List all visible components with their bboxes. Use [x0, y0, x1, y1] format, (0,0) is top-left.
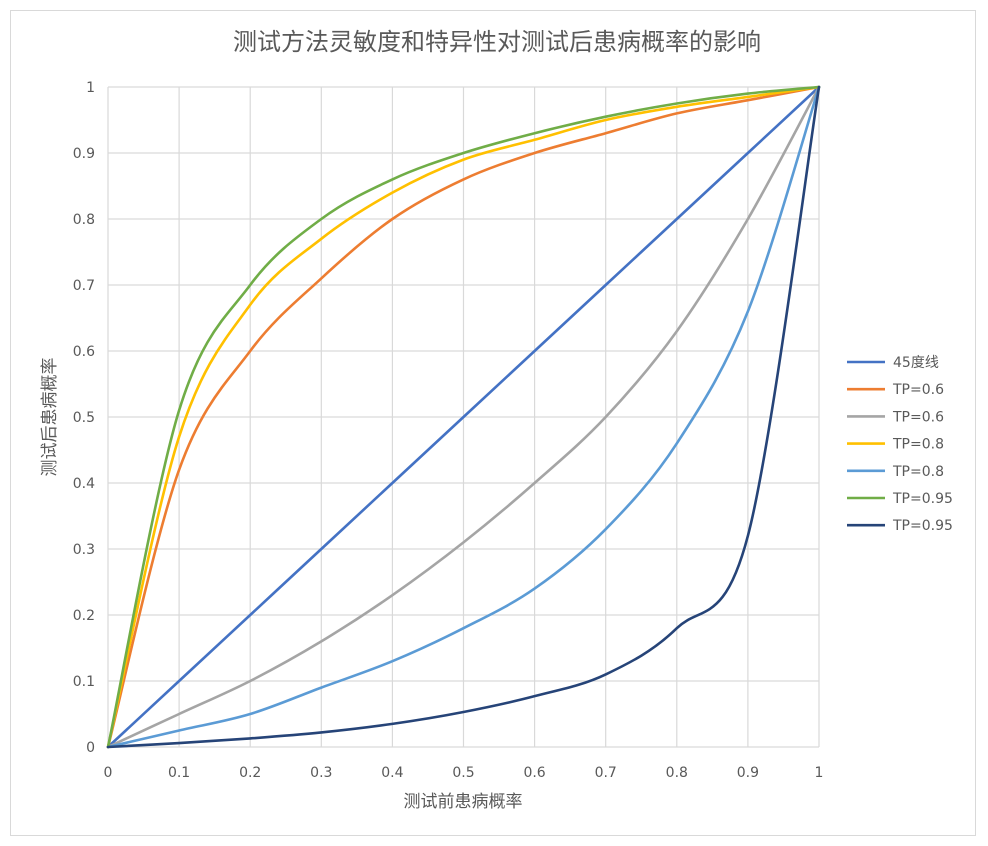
chart-title: 测试方法灵敏度和特异性对测试后患病概率的影响 — [233, 28, 761, 56]
legend-label: TP=0.6 — [892, 382, 944, 398]
legend-label: TP=0.95 — [892, 518, 953, 534]
x-tick-labels: 0 0.1 0.2 0.3 0.4 0.5 0.6 0.7 0.8 0.9 1 — [104, 765, 824, 781]
legend-label: TP=0.6 — [892, 409, 944, 425]
chart-frame — [10, 10, 976, 836]
series-line-3 — [106, 85, 821, 749]
series-line-4 — [106, 85, 821, 749]
x-tick-label: 0.3 — [310, 765, 332, 781]
legend: 45度线 TP=0.6 TP=0.6 TP=0.8 TP=0.8 TP=0.95 TP=0.… — [847, 355, 953, 534]
y-tick-label: 1 — [86, 80, 95, 96]
x-tick-label: 0.7 — [595, 765, 617, 781]
y-axis-label: 测试后患病概率 — [40, 358, 60, 477]
x-tick-label: 0.4 — [381, 765, 403, 781]
y-tick-label: 0.9 — [73, 146, 95, 162]
x-axis-label: 测试前患病概率 — [404, 792, 523, 812]
y-tick-label: 0 — [86, 740, 95, 756]
series-line-2 — [106, 85, 821, 749]
x-tick-label: 0.6 — [523, 765, 545, 781]
y-tick-label: 0.8 — [73, 212, 95, 228]
x-tick-label: 0.5 — [452, 765, 474, 781]
series-line-7 — [106, 85, 821, 749]
series-line-1 — [106, 85, 821, 749]
x-tick-label: 0.9 — [737, 765, 759, 781]
series-lines — [106, 85, 821, 749]
legend-label: TP=0.8 — [892, 464, 944, 480]
legend-label: TP=0.8 — [892, 437, 944, 453]
y-tick-label: 0.2 — [73, 608, 95, 624]
series-line-6 — [106, 85, 821, 749]
y-tick-label: 0.1 — [73, 674, 95, 690]
x-tick-label: 0.2 — [239, 765, 261, 781]
x-tick-label: 1 — [815, 765, 824, 781]
y-tick-labels: 0 0.1 0.2 0.3 0.4 0.5 0.6 0.7 0.8 0.9 1 — [73, 80, 95, 756]
legend-label: TP=0.95 — [892, 491, 953, 507]
gridlines — [107, 86, 820, 748]
x-tick-label: 0 — [104, 765, 113, 781]
y-tick-label: 0.7 — [73, 278, 95, 294]
x-tick-label: 0.1 — [168, 765, 190, 781]
legend-label: 45度线 — [893, 355, 939, 371]
y-tick-label: 0.3 — [73, 542, 95, 558]
y-tick-label: 0.5 — [73, 410, 95, 426]
x-tick-label: 0.8 — [666, 765, 688, 781]
y-tick-label: 0.6 — [73, 344, 95, 360]
series-line-5 — [106, 85, 821, 749]
y-tick-label: 0.4 — [73, 476, 95, 492]
